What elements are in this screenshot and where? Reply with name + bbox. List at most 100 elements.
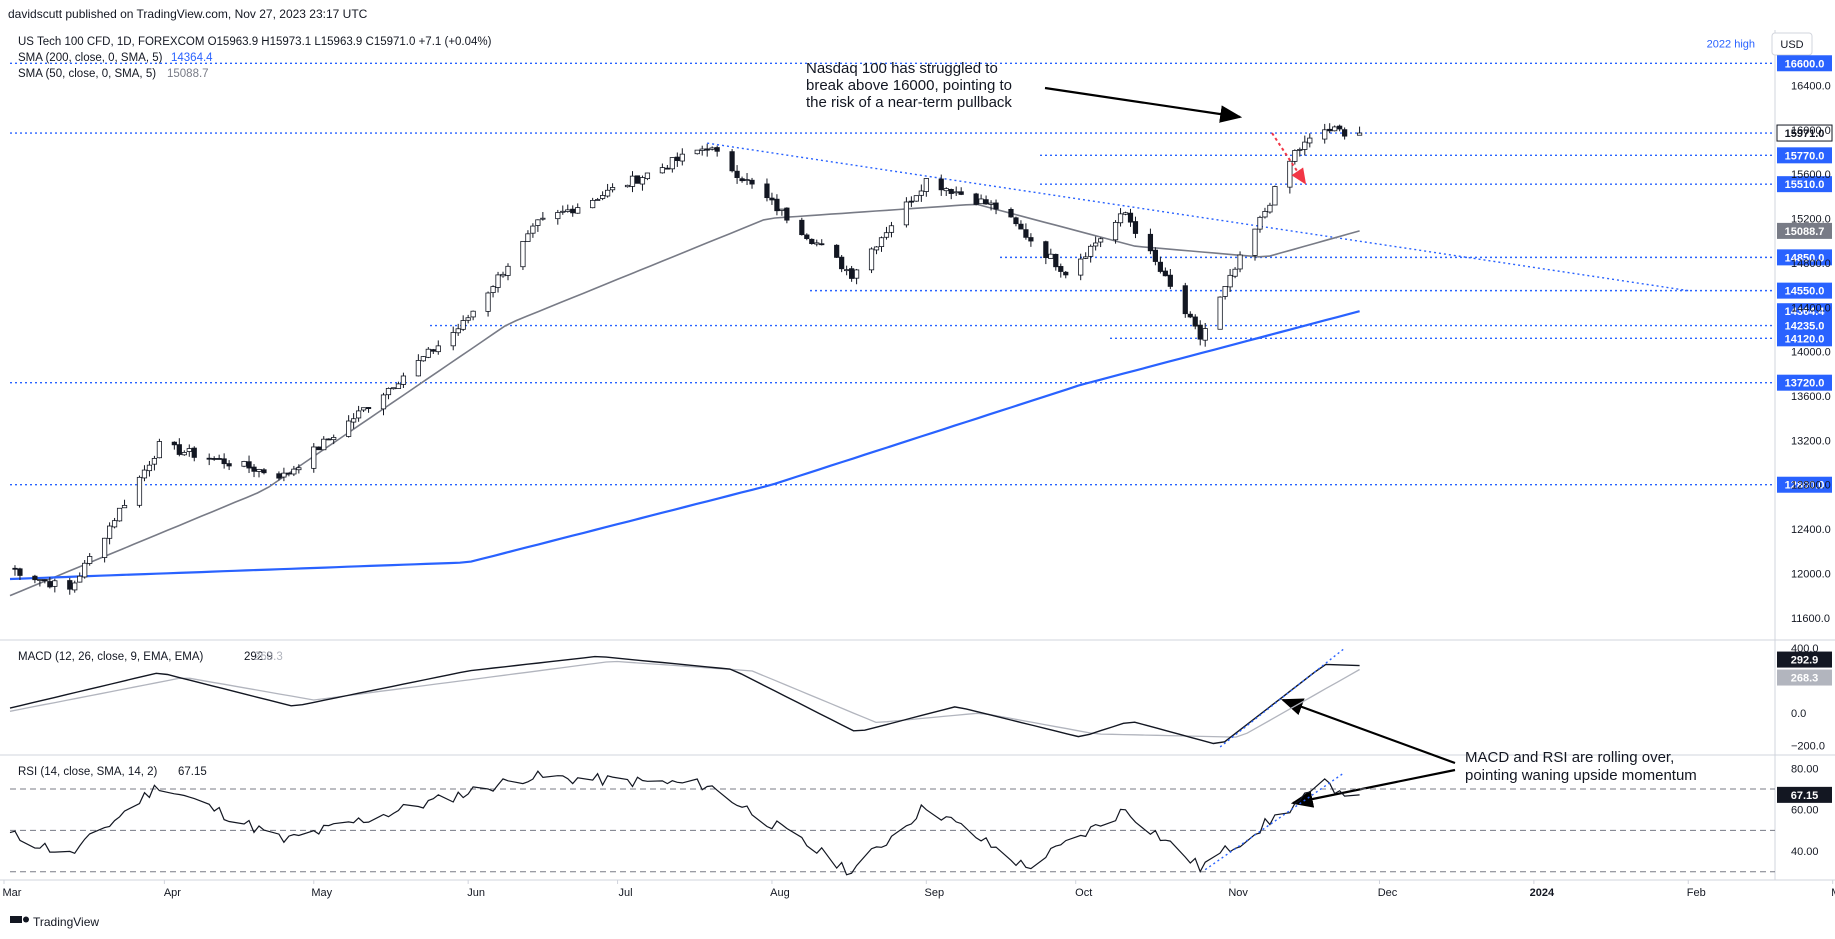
candle-body <box>490 286 496 293</box>
candle-body <box>903 201 910 226</box>
signal-legend-value: 268.3 <box>254 651 283 663</box>
level-price-label: 12800.0 <box>1777 476 1832 493</box>
candle-body <box>744 179 750 181</box>
candle-body <box>291 468 297 475</box>
candle-body <box>1262 211 1268 218</box>
candle-body <box>659 167 665 174</box>
time-tick-label: Oct <box>1075 887 1092 899</box>
level-label-bg <box>1777 476 1832 493</box>
candle-body <box>316 446 322 451</box>
candle-body <box>151 458 158 465</box>
candle-body <box>1267 204 1273 213</box>
candle-body <box>251 466 257 472</box>
candle-body <box>1292 150 1298 162</box>
candle-body <box>256 468 262 472</box>
trendlines <box>707 142 1689 292</box>
candle-body <box>605 189 611 197</box>
candle-body <box>82 562 88 578</box>
candle-body <box>609 187 616 191</box>
currency-button[interactable]: USD <box>1771 32 1813 56</box>
candle-body <box>624 184 631 188</box>
level-label-bg <box>1776 124 1833 142</box>
candle-body <box>704 148 710 151</box>
candle-body <box>430 349 436 352</box>
level-label-bg <box>1777 176 1832 193</box>
ma-label-bg <box>1777 303 1832 320</box>
candle-body <box>739 178 745 182</box>
candle-body <box>923 178 929 192</box>
descending-trendline <box>707 142 1689 292</box>
candle-body <box>1302 141 1308 150</box>
candle-body <box>47 581 53 588</box>
candle-body <box>181 452 187 456</box>
macd-value-bg <box>1777 651 1832 668</box>
price-tick: 12000.0 <box>1791 568 1831 580</box>
candle-body <box>1018 223 1024 230</box>
sma200-legend-value: 14364.4 <box>171 52 213 64</box>
ma-label-text: 15088.7 <box>1785 226 1825 238</box>
candle-body <box>565 209 571 212</box>
ma-label-bg <box>1777 222 1832 239</box>
candle-body <box>520 240 526 268</box>
level-label-bg <box>1777 330 1832 347</box>
candle-body <box>873 246 880 251</box>
candle-body <box>360 407 367 411</box>
candle-body <box>1132 221 1139 234</box>
candle-body <box>570 208 576 214</box>
candle-body <box>774 198 780 212</box>
candle-body <box>455 328 461 334</box>
candle-body <box>485 292 491 312</box>
candle-body <box>1078 258 1084 276</box>
candle-body <box>395 383 402 389</box>
level-label-text: 15770.0 <box>1785 150 1825 162</box>
candle-body <box>699 148 705 151</box>
rsi-value-bg <box>1777 786 1832 803</box>
candle-body <box>555 212 561 220</box>
horizontal-levels: 16600.0 2022 high 15971.0 15770.0 15510.0 148… <box>10 38 1833 493</box>
candle-body <box>535 219 541 226</box>
price-tick: 15200.0 <box>1791 214 1831 226</box>
candle-body <box>819 243 825 246</box>
time-tick-label: Aug <box>770 887 790 899</box>
rsi-value-label: 67.15 <box>1791 790 1819 802</box>
candle-body <box>854 269 860 279</box>
level-label-text: 16600.0 <box>1785 58 1825 70</box>
level-label-bg <box>1777 249 1832 266</box>
candle-body <box>958 191 964 195</box>
candle-body <box>1093 242 1099 247</box>
macd-legend-value: 292.9 <box>244 651 273 663</box>
momentum-annotation-text: pointing waning upside momentum <box>1465 767 1697 784</box>
candle-body <box>390 387 397 390</box>
candle-body <box>749 179 755 185</box>
level-note: 2022 high <box>1707 38 1755 50</box>
time-axis[interactable]: Mar Apr May Jun Jul Aug Sep Oct Nov Dec 2024 Feb Mar <box>3 880 1835 899</box>
candle-body <box>1053 253 1059 268</box>
candle-body <box>948 189 954 194</box>
candle-body <box>1217 296 1223 330</box>
level-label-text: 14120.0 <box>1785 333 1825 345</box>
candle-body <box>460 320 466 330</box>
candle-body <box>1028 237 1034 242</box>
candle-body <box>52 580 58 587</box>
tradingview-logo <box>10 916 29 923</box>
candle-body <box>102 537 108 558</box>
candle-body <box>1287 160 1293 188</box>
annotation-text: the risk of a near-term pullback <box>806 94 1012 111</box>
candle-body <box>1342 129 1348 137</box>
time-tick-label: Sep <box>925 887 945 899</box>
candle-body <box>1157 261 1163 272</box>
candle-body <box>246 461 252 469</box>
macd-tick: −200.0 <box>1791 740 1825 752</box>
candle-body <box>221 458 227 465</box>
candle-body <box>1192 316 1198 327</box>
candle-body <box>1197 324 1203 340</box>
time-tick-label: 2024 <box>1530 887 1555 899</box>
level-price-label: 14550.0 <box>1777 282 1832 299</box>
candle-body <box>1322 129 1328 140</box>
rsi-tick: 60.00 <box>1791 805 1819 817</box>
candle-body <box>42 579 48 582</box>
rsi-legend: RSI (14, close, SMA, 14, 2) <box>18 766 158 778</box>
candle-body <box>978 198 984 205</box>
price-axis[interactable]: 16400.0 16000.0 15600.0 15200.0 14800.0 14400… <box>1791 80 1831 624</box>
